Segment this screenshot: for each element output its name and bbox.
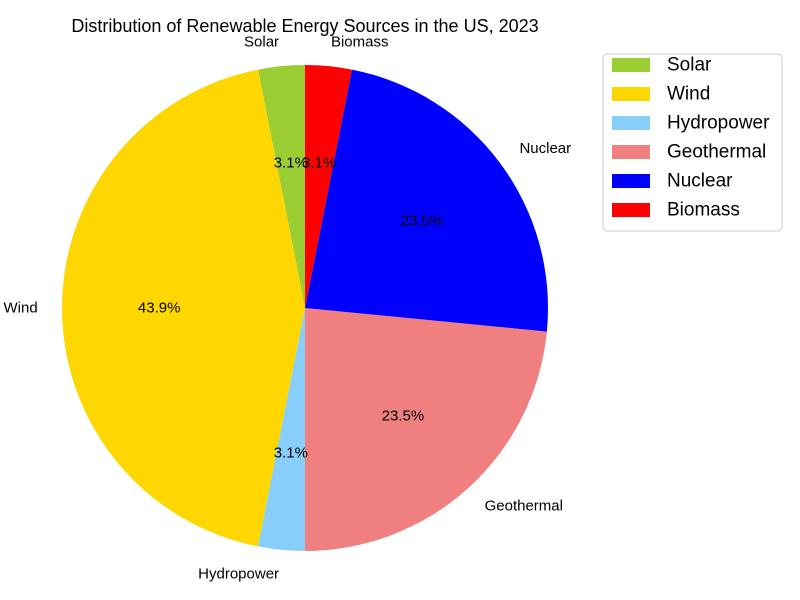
pie-slice-hydropower [258, 308, 305, 551]
legend-swatch-biomass [612, 203, 650, 217]
pie-pct-label-wind: 43.9% [138, 300, 181, 317]
pie-slice-nuclear [305, 69, 548, 332]
legend-swatch-solar [612, 58, 650, 72]
pie-pct-label-biomass: 3.1% [302, 154, 336, 171]
pie-slice-solar [258, 65, 305, 308]
pie-outer-label-wind: Wind [4, 300, 38, 317]
legend-swatch-nuclear [612, 174, 650, 188]
legend-swatch-hydropower [612, 116, 650, 130]
legend-label-solar: Solar [667, 55, 712, 76]
pie-pct-label-nuclear: 23.5% [401, 212, 444, 229]
pie-pct-label-hydropower: 3.1% [274, 445, 308, 462]
legend-label-geothermal: Geothermal [667, 142, 766, 163]
legend-label-biomass: Biomass [667, 200, 740, 221]
pie-pct-label-solar: 3.1% [274, 154, 308, 171]
legend-label-hydropower: Hydropower [667, 113, 770, 134]
pie-outer-label-solar: Solar [244, 33, 279, 50]
pie-outer-label-geothermal: Geothermal [485, 497, 563, 514]
legend: Solar Wind Hydropower Geothermal Nuclear Biom… [602, 53, 783, 232]
chart-title: Distribution of Renewable Energy Sources… [71, 16, 538, 36]
legend-label-wind: Wind [667, 84, 710, 105]
legend-swatch-geothermal [612, 145, 650, 159]
pie-pct-label-geothermal: 23.5% [382, 407, 425, 424]
pie-outer-label-hydropower: Hydropower [198, 566, 279, 583]
pie-slice-wind [62, 69, 305, 547]
pie-outer-label-biomass: Biomass [331, 33, 389, 50]
pie-slices [62, 65, 548, 551]
pie-outer-labels: Solar Wind Hydropower Geothermal Nuclear Biom… [4, 33, 572, 582]
pie-percent-labels: 3.1% 43.9% 3.1% 23.5% 23.5% 3.1% [138, 154, 443, 461]
legend-swatch-wind [612, 87, 650, 101]
pie-slice-biomass [305, 65, 352, 308]
legend-label-nuclear: Nuclear [667, 171, 733, 192]
pie-slice-geothermal [305, 308, 547, 551]
pie-outer-label-nuclear: Nuclear [519, 140, 571, 157]
